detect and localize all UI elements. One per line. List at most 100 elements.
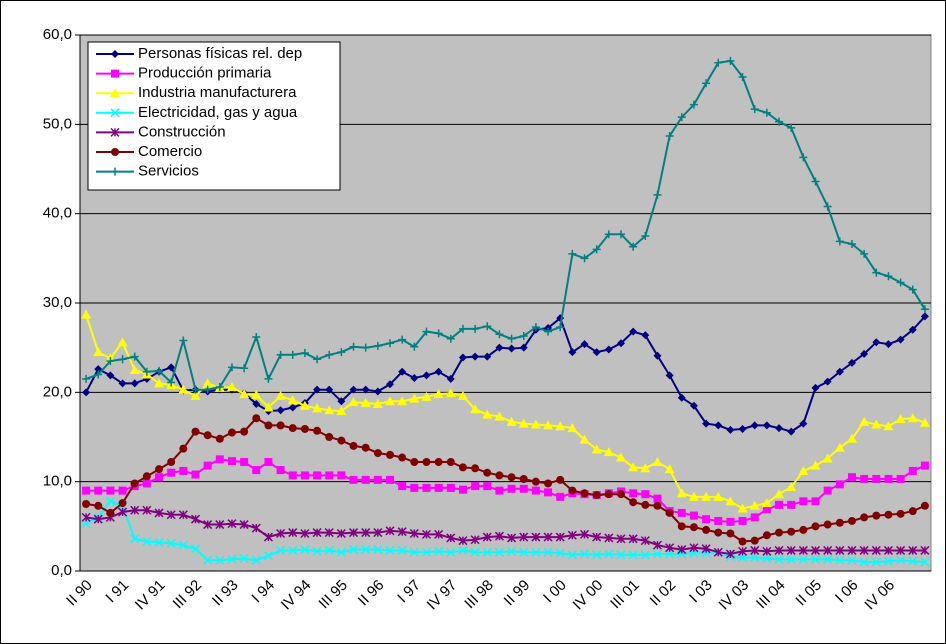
marker [240, 458, 249, 467]
marker [288, 350, 297, 359]
marker [884, 510, 893, 519]
marker [434, 329, 443, 338]
marker [458, 353, 467, 362]
marker [227, 519, 237, 529]
marker [702, 79, 711, 88]
marker [604, 230, 613, 239]
marker [118, 355, 127, 364]
marker [531, 532, 541, 542]
marker [555, 532, 565, 542]
marker [774, 554, 784, 564]
marker [106, 486, 115, 495]
legend-label: Personas físicas rel. dep [138, 45, 302, 62]
marker [287, 395, 298, 405]
marker [702, 525, 711, 534]
marker [907, 413, 918, 423]
marker [117, 337, 128, 347]
marker [823, 377, 832, 386]
marker [775, 424, 784, 433]
marker [385, 545, 395, 555]
marker [483, 322, 492, 331]
y-tick-label: 30,0 [43, 294, 72, 311]
marker [713, 491, 724, 501]
marker [110, 108, 120, 118]
marker [240, 427, 249, 436]
marker [434, 546, 444, 556]
marker [106, 371, 115, 380]
marker [227, 428, 236, 437]
marker [725, 496, 736, 506]
marker [94, 370, 103, 379]
marker [130, 379, 139, 388]
marker [920, 501, 929, 510]
marker [884, 272, 893, 281]
marker [373, 528, 383, 538]
marker [312, 546, 322, 556]
marker [714, 528, 723, 537]
marker [482, 409, 493, 419]
marker [179, 466, 188, 475]
marker [288, 403, 297, 412]
y-tick-label: 40,0 [43, 205, 72, 222]
marker [665, 371, 674, 380]
marker [677, 393, 686, 402]
marker [616, 534, 626, 544]
marker [822, 453, 833, 463]
marker [495, 486, 504, 495]
marker [409, 547, 419, 557]
marker [226, 381, 237, 391]
marker [531, 547, 541, 557]
marker [556, 492, 565, 501]
marker [628, 462, 639, 472]
marker [568, 348, 577, 357]
marker [190, 390, 201, 400]
legend-label: Industria manufacturera [138, 84, 297, 101]
marker [810, 545, 821, 555]
marker [689, 523, 698, 532]
marker [179, 336, 188, 345]
marker [544, 479, 553, 488]
marker [676, 488, 687, 498]
marker [494, 411, 505, 421]
marker [835, 237, 844, 246]
marker [240, 364, 249, 373]
marker [725, 549, 735, 559]
marker [495, 330, 504, 339]
marker [823, 545, 833, 555]
marker [883, 556, 893, 566]
marker [738, 537, 747, 546]
marker [810, 460, 821, 470]
marker [640, 550, 650, 560]
marker [312, 528, 322, 538]
marker [446, 547, 456, 557]
marker [111, 148, 119, 156]
marker [823, 554, 833, 564]
legend-label: Comercio [138, 143, 202, 160]
series-line [85, 509, 925, 556]
marker [775, 500, 784, 509]
marker [859, 416, 870, 426]
marker [227, 363, 236, 372]
marker [397, 396, 408, 406]
marker [167, 363, 176, 372]
marker [446, 458, 455, 467]
marker [834, 442, 845, 452]
marker [726, 529, 735, 538]
marker [288, 545, 298, 555]
marker [652, 549, 662, 559]
marker [300, 528, 310, 539]
marker [203, 385, 212, 394]
marker [81, 512, 91, 522]
marker [93, 347, 104, 357]
marker [190, 544, 201, 554]
marker [592, 550, 602, 560]
marker [482, 547, 492, 557]
marker [482, 532, 492, 542]
marker [470, 535, 480, 545]
marker [82, 486, 91, 495]
marker [580, 254, 589, 263]
marker [616, 550, 626, 560]
marker [373, 545, 383, 555]
marker [167, 468, 176, 477]
